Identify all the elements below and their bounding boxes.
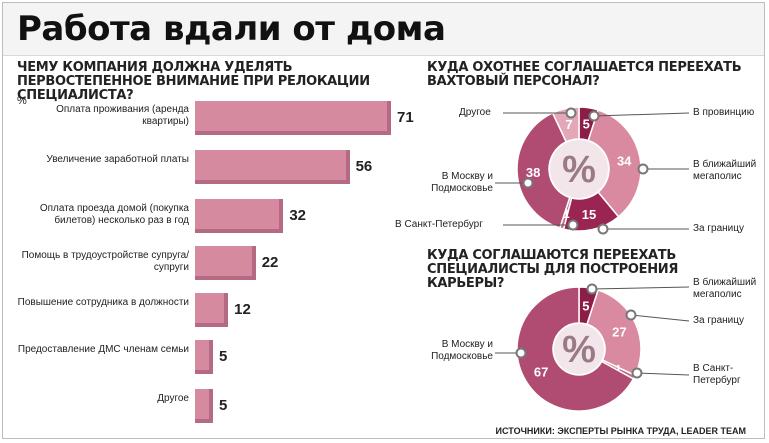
donut-value: 27 [612,325,626,340]
donut1: 5 34 15 1 38 7% [495,106,690,235]
bar-value: 5 [219,397,228,414]
bar [195,340,213,374]
bar [195,293,229,327]
bar-label: Повышение сотрудника в должности [17,297,189,308]
donut2-title: КУДА СОГЛАШАЮТСЯ ПЕРЕЕХАТЬ СПЕЦИАЛИСТЫ Д… [427,248,679,291]
donut-value: 15 [582,207,596,222]
donut2: 5 27 1 67% [495,283,690,412]
donut1-title: КУДА ОХОТНЕЕ СОГЛАШАЕТСЯ ПЕРЕЕХАТЬ ВАХТО… [427,60,742,89]
donut1-label-other: Другое [459,107,491,118]
donut2-label-megapolis: В ближайший мегаполис [693,277,757,300]
pointer-dot [522,177,534,189]
donut-center [550,140,608,198]
donut2-label-spb: В Санкт-Петербург [693,363,741,386]
pointer-line [591,286,690,290]
donut-charts: 5 34 15 1 38 7% 5 27 1 67% [495,106,690,412]
donut-value: 1 [615,362,622,377]
bar-label: Увеличение заработной платы [46,154,189,165]
pointer-dot [637,163,649,175]
pointer-dot [597,223,609,235]
donut-value: 67 [534,364,548,379]
bar-label: Оплата проезда домой (покупка билетов) н… [39,203,189,226]
donut-center-label: % [562,149,596,191]
pointer-line [636,372,690,376]
bar-chart-unit: % [17,95,27,107]
donut-center-label: % [562,329,596,371]
header: Работа вдали от дома [3,3,764,56]
bar [195,199,284,233]
donut-center [554,324,604,374]
donut-value: 5 [582,299,589,314]
bar [195,150,350,184]
donut1-label-province: В провинцию [693,107,755,118]
pointer-dot [515,347,527,359]
donut2-label-abroad: За границу [693,315,744,326]
pointer-line [630,314,690,322]
donut1-label-abroad: За границу [693,223,744,234]
source-note: ИСТОЧНИКИ: ЭКСПЕРТЫ РЫНКА ТРУДА, LEADER … [495,426,746,436]
page-title: Работа вдали от дома [17,9,446,49]
infographic-frame: Работа вдали от дома ЧЕМУ КОМПАНИЯ ДОЛЖН… [2,2,765,439]
bar-value: 5 [219,348,228,365]
donut-value: 7 [565,117,572,132]
donut2-label-moscow: В Москву и Подмосковье [431,339,493,362]
pointer-dot [631,367,643,379]
pointer-dot [565,107,577,119]
bar [195,389,213,423]
donut-value: 5 [583,117,590,132]
donut-value: 38 [526,165,540,180]
bar-value: 71 [397,109,414,126]
pointer-dot [588,110,600,122]
bar-label: Предоставление ДМС членам семьи [17,344,189,355]
pointer-dot [586,283,598,295]
pointer-dot [625,309,637,321]
pointer-line [593,112,690,117]
bar [195,101,391,135]
donut1-label-moscow: В Москву и Подмосковье [431,171,493,194]
pointer-dot [567,219,579,231]
donut-slice [516,286,635,412]
donut1-label-megapolis: В ближайший мегаполис [693,159,757,182]
bar-chart-title: ЧЕМУ КОМПАНИЯ ДОЛЖНА УДЕЛЯТЬ ПЕРВОСТЕПЕН… [17,60,370,103]
bar-label: Оплата проживания (аренда квартиры) [56,104,189,127]
donut-slice [587,109,642,218]
bar-value: 32 [289,207,307,224]
donut-slice [516,111,571,229]
donut-value: 1 [563,206,570,221]
bar-label: Другое [157,393,189,404]
donut-value: 34 [617,153,632,168]
bar-value: 22 [261,254,279,271]
bar [195,246,256,280]
bar-value: 56 [355,158,373,175]
donut1-label-spb: В Санкт-Петербург [395,219,483,230]
bar-value: 12 [234,301,251,318]
bar-label: Помощь в трудоустройстве супруга/супруги [21,250,189,273]
